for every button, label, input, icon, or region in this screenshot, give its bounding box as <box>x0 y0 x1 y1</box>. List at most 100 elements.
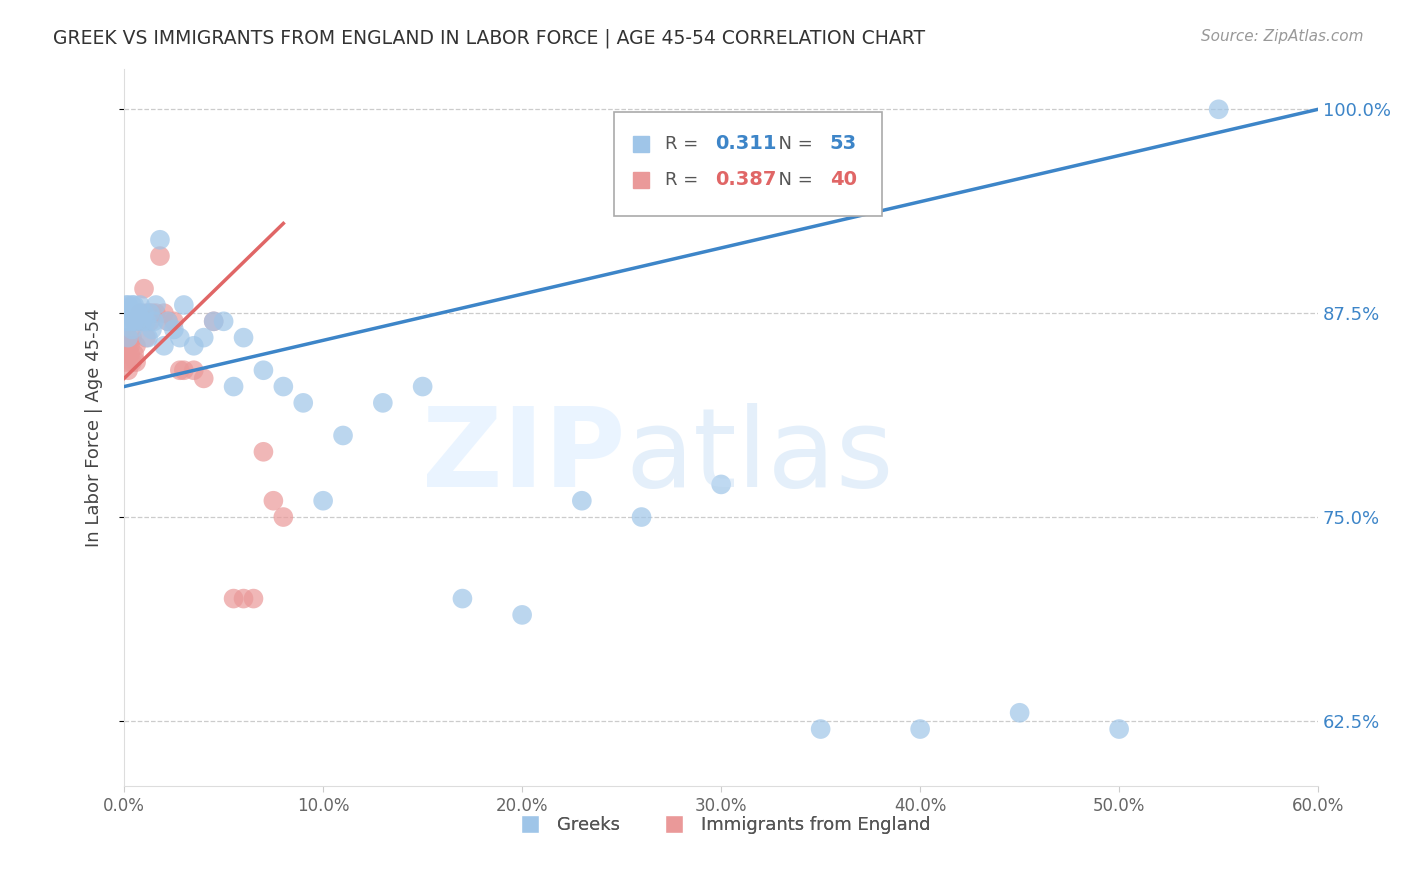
Point <box>273 510 295 524</box>
Point <box>1227 804 1250 818</box>
Point <box>117 331 139 345</box>
Point <box>332 428 354 442</box>
Point <box>292 396 315 410</box>
Point <box>139 306 162 320</box>
Point <box>122 314 145 328</box>
Point <box>908 722 931 736</box>
Point <box>115 347 138 361</box>
Point <box>122 314 145 328</box>
Point <box>273 379 295 393</box>
Text: atlas: atlas <box>626 402 894 509</box>
Point <box>121 331 143 345</box>
Point <box>149 233 172 247</box>
Point <box>149 249 172 263</box>
Point <box>131 314 153 328</box>
Point <box>173 298 195 312</box>
Point <box>117 306 139 320</box>
Point <box>135 331 157 345</box>
Point <box>232 331 254 345</box>
Point <box>120 306 142 320</box>
Point <box>510 607 533 622</box>
Point <box>262 493 284 508</box>
Point <box>252 444 274 458</box>
Point <box>212 314 235 328</box>
Point <box>1108 722 1130 736</box>
Point <box>1008 706 1031 720</box>
Point <box>143 314 166 328</box>
Point <box>145 298 167 312</box>
Point <box>202 314 225 328</box>
Text: 53: 53 <box>830 135 856 153</box>
Point <box>193 331 215 345</box>
Point <box>202 314 225 328</box>
Point <box>141 306 163 320</box>
Point <box>117 331 139 345</box>
Point <box>135 314 157 328</box>
Point <box>312 493 335 508</box>
Point <box>121 298 143 312</box>
Point <box>451 591 474 606</box>
Point <box>117 363 139 377</box>
Point <box>232 591 254 606</box>
Point <box>120 314 142 328</box>
Point <box>115 331 138 345</box>
Text: 0.387: 0.387 <box>716 170 776 189</box>
Point <box>156 314 179 328</box>
Point <box>153 306 176 320</box>
Legend: Greeks, Immigrants from England: Greeks, Immigrants from England <box>505 809 938 842</box>
Point <box>193 371 215 385</box>
Point <box>141 322 163 336</box>
Point <box>153 339 176 353</box>
Point <box>115 355 138 369</box>
Point <box>115 298 138 312</box>
Text: 40: 40 <box>830 170 856 189</box>
Point <box>125 314 148 328</box>
Text: ZIP: ZIP <box>422 402 626 509</box>
Point <box>810 722 832 736</box>
Point <box>121 355 143 369</box>
Point <box>136 306 159 320</box>
Point <box>120 347 142 361</box>
Text: R =: R = <box>665 135 704 153</box>
Point <box>710 477 733 491</box>
Point <box>169 331 191 345</box>
Point <box>630 510 652 524</box>
Point <box>136 331 159 345</box>
Point <box>127 306 149 320</box>
Point <box>252 363 274 377</box>
Point <box>571 493 593 508</box>
Point <box>122 298 145 312</box>
Point <box>412 379 434 393</box>
Point <box>115 339 138 353</box>
Text: N =: N = <box>766 170 818 189</box>
Point <box>183 339 205 353</box>
Point <box>169 363 191 377</box>
Point <box>117 298 139 312</box>
Point <box>222 591 245 606</box>
Point <box>115 339 138 353</box>
Text: Source: ZipAtlas.com: Source: ZipAtlas.com <box>1201 29 1364 44</box>
Point <box>120 339 142 353</box>
Point <box>127 314 149 328</box>
Point <box>115 306 138 320</box>
Point <box>132 282 155 296</box>
Point <box>125 306 148 320</box>
Text: N =: N = <box>766 135 818 153</box>
Text: GREEK VS IMMIGRANTS FROM ENGLAND IN LABOR FORCE | AGE 45-54 CORRELATION CHART: GREEK VS IMMIGRANTS FROM ENGLAND IN LABO… <box>53 29 925 48</box>
Point <box>145 306 167 320</box>
Text: 0.311: 0.311 <box>716 135 776 153</box>
Point <box>122 347 145 361</box>
Point <box>163 322 186 336</box>
Point <box>163 314 186 328</box>
Y-axis label: In Labor Force | Age 45-54: In Labor Force | Age 45-54 <box>86 308 103 547</box>
Point <box>132 306 155 320</box>
Point <box>183 363 205 377</box>
Point <box>129 306 152 320</box>
Point <box>371 396 394 410</box>
Point <box>125 355 148 369</box>
Point <box>242 591 264 606</box>
Point <box>139 314 162 328</box>
Point <box>222 379 245 393</box>
Point <box>131 314 153 328</box>
Point <box>115 314 138 328</box>
